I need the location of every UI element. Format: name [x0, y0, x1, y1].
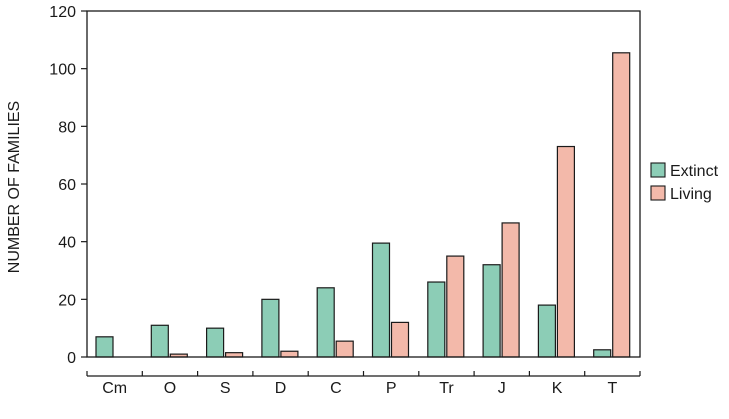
x-tick-label: O	[164, 380, 176, 397]
legend: Extinct Living	[650, 162, 719, 203]
bar-extinct-p	[371, 242, 391, 358]
bar-extinct-k	[537, 304, 557, 358]
legend-swatch-living	[650, 185, 666, 201]
y-tick-label: 100	[49, 62, 76, 79]
bar-living-j	[501, 222, 520, 358]
bar-extinct-j	[482, 264, 501, 358]
bar-extinct-o	[150, 324, 169, 358]
legend-label-living: Living	[670, 186, 712, 203]
bar-living-c	[335, 340, 354, 358]
x-tick-label: J	[498, 380, 506, 397]
bar-extinct-tr	[427, 281, 446, 358]
bar-extinct-t	[593, 349, 612, 358]
bars-group	[95, 52, 631, 358]
legend-label-extinct: Extinct	[670, 163, 719, 180]
y-axis-title: NUMBER OF FAMILIES	[6, 101, 23, 273]
y-tick-label: 120	[49, 4, 76, 21]
x-tick-label: Cm	[102, 380, 127, 397]
y-tick-label: 60	[58, 177, 76, 194]
bar-extinct-c	[316, 287, 335, 358]
x-tick-label: T	[607, 380, 617, 397]
x-axis: Cm O S D C P Tr J K T	[86, 371, 641, 397]
y-axis: 0 20 40 60 80 100 120	[49, 4, 87, 367]
bar-living-t	[612, 52, 631, 358]
y-tick-label: 80	[58, 119, 76, 136]
bar-living-p	[390, 321, 410, 358]
bar-extinct-d	[261, 298, 280, 358]
bar-extinct-s	[206, 327, 225, 358]
bar-extinct-cm	[95, 336, 114, 358]
y-tick-label: 40	[58, 235, 76, 252]
x-tick-label: Tr	[439, 380, 454, 397]
x-tick-label: S	[220, 380, 231, 397]
x-tick-label: C	[330, 380, 342, 397]
x-tick-label: P	[386, 380, 397, 397]
bar-living-tr	[446, 255, 465, 358]
x-tick-label: K	[552, 380, 563, 397]
y-tick-label: 20	[58, 292, 76, 309]
x-tick-label: D	[275, 380, 287, 397]
legend-swatch-extinct	[650, 162, 666, 178]
bar-living-d	[280, 350, 299, 358]
y-tick-label: 0	[67, 350, 76, 367]
bar-living-k	[556, 145, 576, 358]
